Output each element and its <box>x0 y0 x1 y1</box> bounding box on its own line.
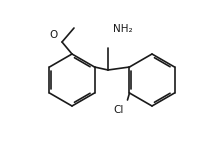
Text: Cl: Cl <box>113 105 124 115</box>
Text: O: O <box>50 30 58 40</box>
Text: NH₂: NH₂ <box>113 24 133 34</box>
